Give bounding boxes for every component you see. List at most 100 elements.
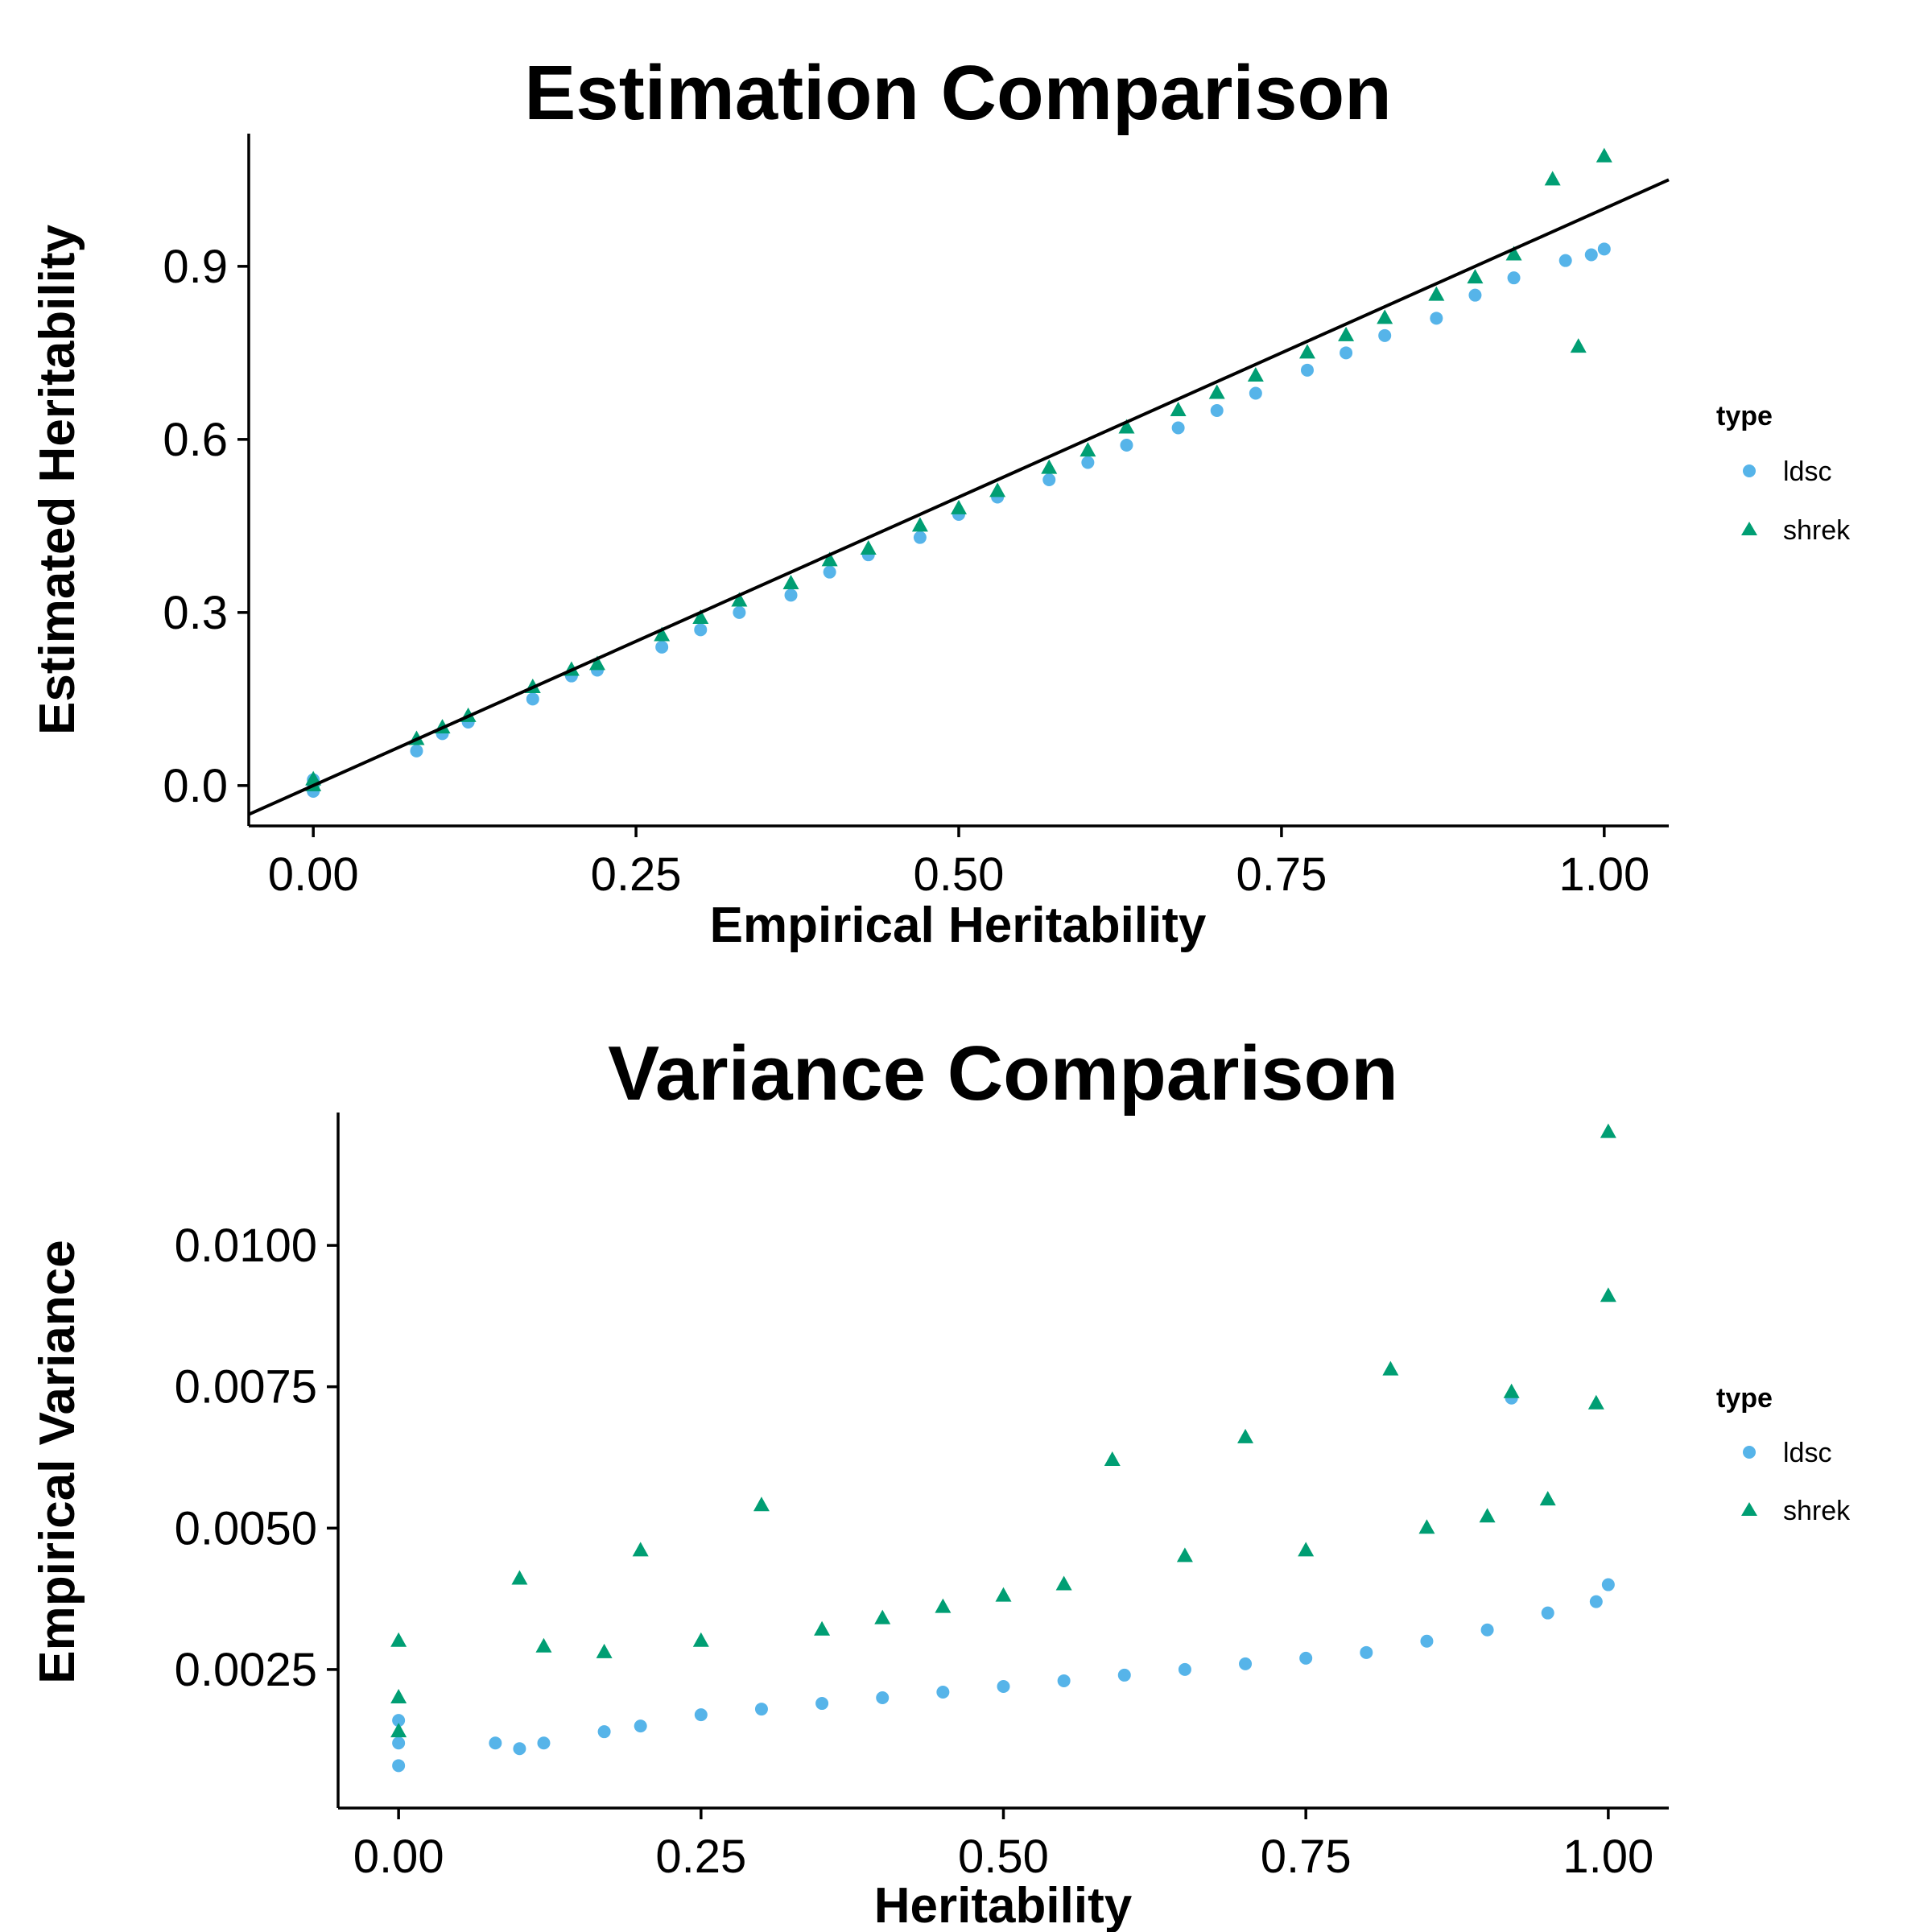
shrek-point: [1587, 1394, 1604, 1410]
shrek-point: [1041, 459, 1058, 474]
shrek-point: [1600, 1287, 1616, 1302]
ldsc-point: [526, 692, 539, 706]
x-tick-label: 1.00: [1558, 848, 1649, 901]
ldsc-point: [784, 588, 798, 602]
shrek-point: [535, 1637, 552, 1653]
shrek-point: [692, 609, 709, 624]
shrek-point: [821, 551, 838, 567]
shrek-point: [1338, 326, 1355, 341]
y-tick-label: 0.0025: [175, 1644, 317, 1696]
ldsc-point: [694, 1708, 708, 1722]
y-tick-label: 0.0100: [175, 1220, 317, 1272]
legend-ldsc-label: ldsc: [1783, 1438, 1831, 1468]
shrek-point: [1055, 1575, 1072, 1591]
shrek-point: [1247, 367, 1264, 382]
ldsc-point: [936, 1686, 950, 1699]
ldsc-point: [694, 623, 708, 637]
shrek-point: [305, 770, 322, 786]
chart-title: Estimation Comparison: [524, 50, 1391, 136]
legend-ldsc-label: ldsc: [1783, 456, 1831, 487]
reference-line: [248, 178, 1670, 816]
ldsc-point: [392, 1714, 406, 1728]
x-tick-label: 0.50: [914, 848, 1005, 901]
ldsc-point: [392, 1759, 406, 1773]
shrek-point: [1104, 1451, 1121, 1466]
legend-ldsc-marker: [1743, 464, 1756, 477]
ldsc-point: [1178, 1662, 1191, 1676]
panel-estimation-comparison: Estimation Comparison 0.00 0.25 0.50 0.75 1.…: [30, 50, 1851, 953]
legend-title: type: [1716, 1383, 1773, 1414]
shrek-point: [1596, 147, 1612, 163]
shrek-point: [782, 575, 799, 589]
ldsc-point: [876, 1691, 890, 1705]
shrek-point: [874, 1609, 891, 1624]
ldsc-point: [823, 565, 836, 579]
ldsc-point: [1249, 386, 1262, 400]
shrek-point: [1382, 1360, 1399, 1376]
shrek-point: [860, 540, 877, 555]
x-axis-title: Heritability: [874, 1878, 1133, 1932]
shrek-point: [814, 1620, 831, 1636]
legend: type ldsc shrek: [1716, 401, 1851, 546]
ldsc-point: [1597, 242, 1611, 256]
ldsc-point: [513, 1742, 526, 1756]
shrek-point: [1503, 1383, 1520, 1398]
ldsc-point: [1378, 328, 1392, 342]
ldsc-point: [1239, 1657, 1253, 1670]
legend-title: type: [1716, 401, 1773, 431]
x-axis-ticks: 0.00 0.25 0.50 0.75 1.00: [268, 826, 1649, 901]
x-tick-label: 0.25: [591, 848, 682, 901]
shrek-point: [596, 1643, 613, 1658]
legend-shrek-marker: [1741, 1502, 1757, 1516]
shrek-point: [935, 1598, 952, 1613]
legend-shrek-marker: [1741, 522, 1757, 535]
y-tick-label: 0.3: [163, 587, 228, 639]
shrek-point: [1505, 246, 1522, 261]
ldsc-point: [1117, 1668, 1131, 1682]
shrek-point: [1377, 309, 1393, 324]
y-tick-label: 0.0: [163, 760, 228, 812]
shrek-point: [1539, 1491, 1556, 1506]
shrek-point: [1544, 171, 1561, 186]
ldsc-point: [1300, 363, 1314, 377]
x-tick-label: 0.75: [1261, 1831, 1352, 1883]
legend: type ldsc shrek: [1716, 1383, 1851, 1526]
ldsc-point: [1360, 1645, 1373, 1659]
shrek-point: [1570, 338, 1587, 353]
shrek-point: [1600, 1123, 1616, 1138]
ldsc-point: [634, 1719, 647, 1733]
ldsc-point: [815, 1697, 829, 1711]
shrek-point: [1118, 419, 1135, 434]
shrek-point: [588, 655, 605, 671]
ldsc-point: [1171, 421, 1185, 435]
shrek-point: [632, 1542, 649, 1557]
legend-shrek-label: shrek: [1783, 1496, 1851, 1526]
shrek-point: [911, 517, 928, 532]
ldsc-point: [1589, 1595, 1603, 1608]
x-axis-title: Empirical Heritability: [710, 898, 1207, 953]
x-tick-label: 0.00: [353, 1831, 444, 1883]
ldsc-point: [733, 605, 746, 619]
shrek-point: [951, 499, 967, 514]
ldsc-point: [1420, 1634, 1434, 1648]
shrek-point: [390, 1723, 407, 1738]
shrek-point: [995, 1587, 1012, 1602]
ldsc-point: [1601, 1578, 1615, 1591]
y-axis-ticks: 0.0 0.3 0.6 0.9: [163, 241, 249, 812]
ldsc-point: [754, 1703, 768, 1716]
ldsc-point: [1541, 1606, 1554, 1620]
ldsc-point: [410, 744, 423, 758]
x-tick-label: 0.25: [655, 1831, 746, 1883]
legend-ldsc-marker: [1743, 1446, 1756, 1459]
ldsc-point: [1558, 254, 1572, 267]
ldsc-point: [655, 640, 669, 654]
shrek-point: [1428, 286, 1445, 301]
ldsc-point: [1120, 439, 1133, 452]
shrek-point: [1418, 1519, 1435, 1534]
shrek-point: [511, 1570, 528, 1585]
ldsc-point: [1507, 271, 1521, 285]
ldsc-point: [1042, 473, 1056, 486]
x-tick-label: 0.75: [1236, 848, 1327, 901]
chart-title: Variance Comparison: [608, 1030, 1398, 1117]
